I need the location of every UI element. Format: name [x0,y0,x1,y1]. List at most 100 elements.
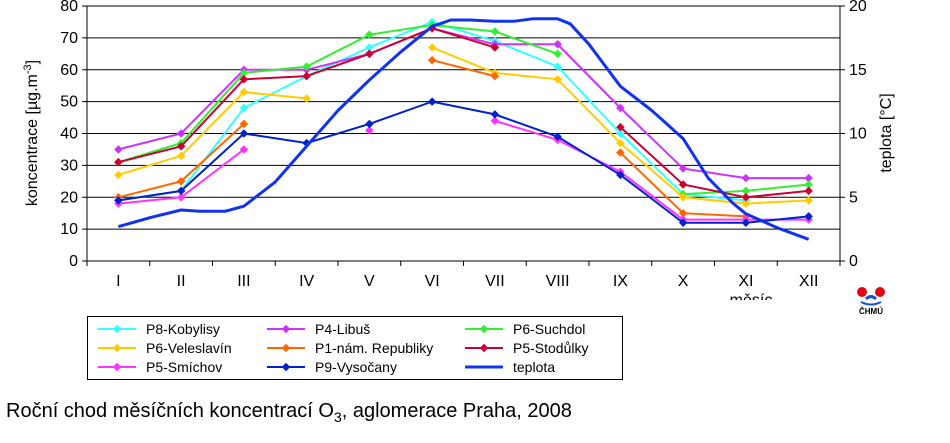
data-point [176,129,186,138]
data-point [365,119,374,129]
data-point [176,151,186,161]
series-line [118,91,307,176]
x-tick-label: V [364,273,375,290]
series-line [118,24,558,164]
caption-suffix: , aglomerace Praha, 2008 [341,400,572,422]
x-tick-label: X [678,273,689,290]
legend-swatch-marker [479,343,489,353]
legend-swatch-marker [112,343,122,353]
x-tick-label: XII [799,273,819,290]
series-p4-libus [114,23,813,183]
svg-text:ČHMÚ: ČHMÚ [859,307,883,316]
y2-tick-label: 5 [849,189,858,206]
legend-label: P6-Veleslavín [146,340,232,356]
figure-caption: Roční chod měsíčních koncentrací O3, agl… [6,400,572,425]
x-axis-title: měsíc [730,292,773,300]
data-point [678,180,688,189]
legend-swatch [267,362,305,372]
data-point [804,196,813,205]
data-point [678,164,688,173]
legend-swatch-marker [112,362,122,372]
legend-swatch [98,362,136,372]
data-point [741,218,751,228]
axes [82,5,845,266]
y-tick-label: 70 [60,30,78,47]
data-point [804,186,813,196]
x-tick-label: IV [299,273,314,290]
y2-axis-title: teplota [°C] [878,93,895,172]
x-tick-label: III [237,273,250,290]
data-point [553,62,562,71]
data-point [553,39,562,49]
data-point [302,71,311,81]
y-axis-title-exponent: -3 [22,64,34,74]
data-point [490,116,500,126]
y2-tick-label: 15 [849,62,867,79]
legend-swatch [465,365,503,369]
data-point [553,132,562,142]
legend-swatch-marker [281,343,291,353]
legend-label: teplota [513,359,556,375]
data-point [114,170,123,180]
legend: P8-Kobylisy P4-Libuš P6-Suchdol P6-Veleslav… [87,316,623,380]
data-point [490,71,500,81]
legend-swatch-marker [281,362,291,372]
y-tick-label: 0 [69,253,78,270]
series-p5-smichov [114,116,813,224]
legend-swatch [267,324,305,334]
series-line [431,59,496,78]
legend-swatch-marker [479,324,489,334]
x-tick-label: VI [425,273,440,290]
legend-label: P5-Stodůlky [513,340,589,356]
data-point [490,110,500,119]
data-point [490,43,500,52]
x-tick-label: VIII [546,273,570,290]
x-tick-label: VII [485,273,505,290]
x-tick-label: II [177,273,186,290]
data-point [616,138,625,148]
data-point [804,212,813,221]
data-point [365,30,374,40]
legend-swatch [465,324,503,334]
data-point [176,192,186,202]
legend-swatch-marker [281,324,291,334]
data-point [365,49,374,59]
data-point [616,103,625,113]
data-point [176,186,186,196]
y2-tick-label: 0 [849,253,858,270]
x-tick-label: XI [738,273,753,290]
caption-prefix: Roční chod měsíčních koncentrací O [6,400,334,422]
series-teplota [117,17,810,241]
legend-swatch-marker [112,324,122,334]
data-point [239,129,249,138]
y-tick-label: 60 [60,62,78,79]
y2-tick-label: 10 [849,126,867,143]
data-point [427,43,437,52]
series-layer [114,17,813,241]
data-point [616,122,625,132]
legend-label: P4-Libuš [315,321,371,337]
series-line [619,126,809,199]
series-line [118,100,809,224]
data-point [302,62,311,71]
series-p1-nam-republiky [114,55,751,221]
y-tick-label: 30 [60,157,78,174]
series-p9-vysocany [114,97,813,228]
data-point [553,49,562,59]
data-point [302,94,311,103]
data-point [741,192,751,202]
legend-label: P8-Kobylisy [146,321,220,337]
data-point [616,129,625,138]
y-tick-label: 10 [60,221,78,238]
legend-label: P1-nám. Republiky [315,340,434,356]
series-p5-stodulky [114,23,813,202]
y-tick-label: 20 [60,189,78,206]
data-point [176,176,186,186]
legend-swatch [98,324,136,334]
data-point [239,87,249,97]
data-point [365,125,374,135]
data-point [114,145,123,154]
data-point [114,196,123,205]
legend-swatch [267,343,305,353]
